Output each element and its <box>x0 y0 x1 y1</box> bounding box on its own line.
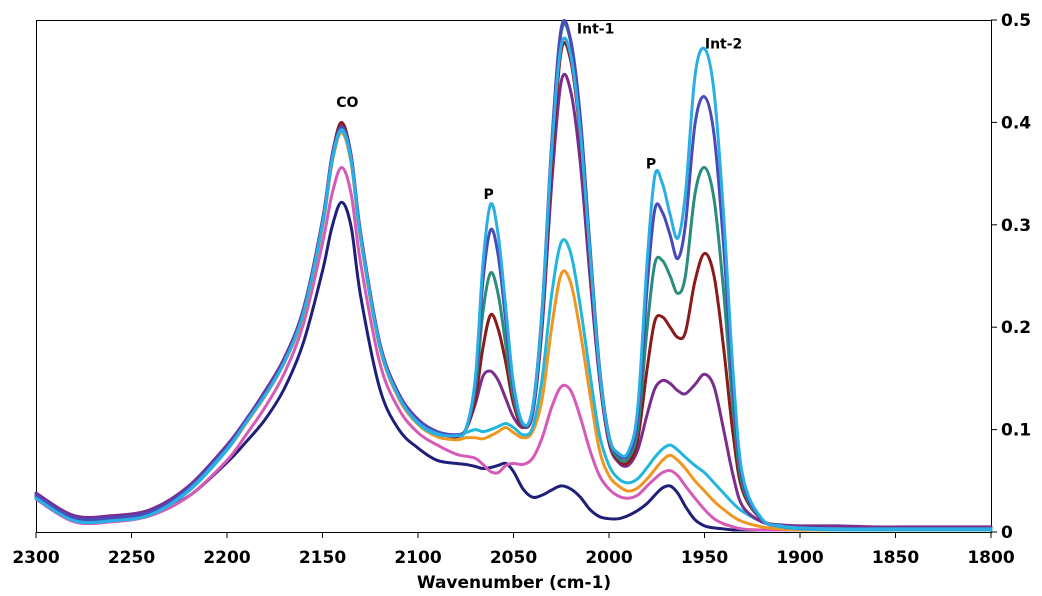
series-line-2 <box>34 165 993 532</box>
peak-label: Int-2 <box>705 37 742 53</box>
x-tick-label: 2150 <box>299 548 346 568</box>
x-axis-ticks: 2300 2250 2200 2150 2100 2050 2000 1950 1900 1850… <box>12 532 1015 568</box>
x-tick-label: 2000 <box>585 548 632 568</box>
y-tick-label: 0 <box>1001 523 1013 543</box>
peak-label: CO <box>336 95 358 111</box>
series-line-5 <box>34 72 993 529</box>
series-layer <box>34 19 993 532</box>
plot-frame <box>36 20 992 533</box>
x-tick-label: 1950 <box>681 548 728 568</box>
y-tick-label: 0.4 <box>1001 113 1031 133</box>
x-tick-label: 2050 <box>490 548 537 568</box>
x-tick-label: 2200 <box>203 548 250 568</box>
series-line-9 <box>34 36 993 531</box>
peak-label-layer: CO P Int-1 P Int-2 <box>336 21 742 203</box>
x-tick-label: 1800 <box>967 548 1014 568</box>
x-tick-label: 2100 <box>394 548 441 568</box>
y-tick-label: 0.1 <box>1001 421 1031 441</box>
x-tick-label: 2300 <box>12 548 59 568</box>
x-axis-title: Wavenumber (cm-1) <box>417 573 611 593</box>
series-line-6 <box>34 41 993 531</box>
y-tick-label: 0.5 <box>1001 11 1031 31</box>
x-tick-label: 1900 <box>776 548 823 568</box>
peak-label: P <box>484 187 494 203</box>
peak-label: P <box>646 156 656 172</box>
series-line-1 <box>34 200 993 532</box>
series-line-8 <box>34 19 993 531</box>
series-line-7 <box>34 22 993 531</box>
y-axis-ticks: 0 0.1 0.2 0.3 0.4 0.5 <box>991 11 1031 543</box>
x-tick-label: 2250 <box>108 548 155 568</box>
y-tick-label: 0.2 <box>1001 318 1031 338</box>
y-tick-label: 0.3 <box>1001 216 1031 236</box>
x-tick-label: 1850 <box>872 548 919 568</box>
peak-label: Int-1 <box>577 21 614 37</box>
